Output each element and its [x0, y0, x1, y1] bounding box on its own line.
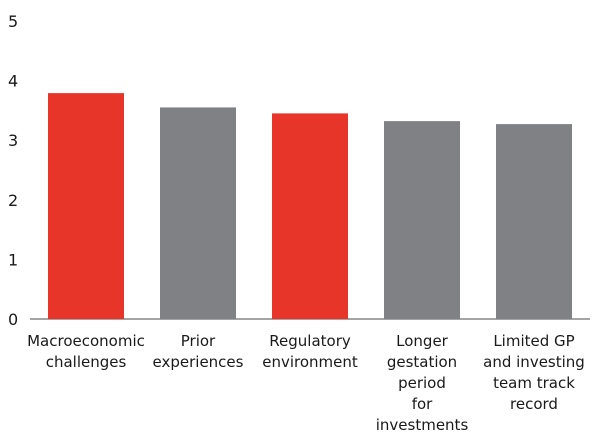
x-tick-label: environment: [262, 353, 358, 371]
y-tick-label: 5: [8, 12, 18, 31]
x-tick-label: challenges: [46, 353, 127, 371]
x-tick-label: experiences: [153, 353, 244, 371]
x-tick-label: gestation: [387, 353, 457, 371]
bar: [496, 124, 572, 319]
bar: [48, 93, 124, 319]
y-tick-label: 3: [8, 131, 18, 150]
x-tick-label: period: [398, 374, 446, 392]
x-tick-label: and investing: [483, 353, 585, 371]
x-tick-label: Limited GP: [493, 332, 574, 350]
x-tick-label: Regulatory: [269, 332, 351, 350]
bar: [272, 113, 348, 319]
bars-group: [48, 93, 572, 320]
x-axis-labels: Macroeconomic challenges Prior experiences R…: [27, 332, 585, 434]
x-tick-label: investments: [376, 416, 469, 434]
x-tick-label: for: [412, 395, 433, 413]
x-tick-label: Prior: [181, 332, 216, 350]
x-tick-label: Longer: [396, 332, 449, 350]
y-tick-label: 0: [8, 310, 18, 329]
y-tick-label: 1: [8, 250, 18, 269]
bar: [160, 107, 236, 319]
x-tick-label: team track: [493, 374, 575, 392]
y-tick-label: 2: [8, 191, 18, 210]
x-tick-label: Macroeconomic: [27, 332, 145, 350]
y-tick-label: 4: [8, 72, 18, 91]
y-axis: 0 1 2 3 4 5: [8, 12, 18, 329]
x-tick-label: record: [510, 395, 558, 413]
bar: [384, 121, 460, 320]
